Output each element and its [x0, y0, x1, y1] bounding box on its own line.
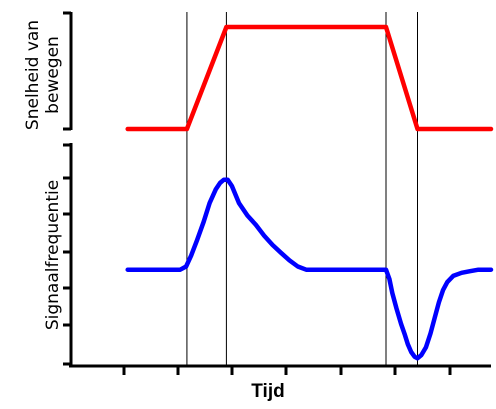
frequency-series-line [125, 177, 494, 361]
vertical-guide-lines [186, 12, 418, 366]
x-axis-label: Tijd [251, 381, 284, 402]
axes [63, 11, 491, 375]
top-ylabel-line-2: bewegen [43, 36, 63, 114]
speed-series-line [125, 24, 494, 132]
bottom-ylabel: Signaalfrequentie [43, 180, 63, 330]
series [125, 24, 494, 361]
top-ylabel-line-1: Snelheid van [23, 20, 43, 130]
